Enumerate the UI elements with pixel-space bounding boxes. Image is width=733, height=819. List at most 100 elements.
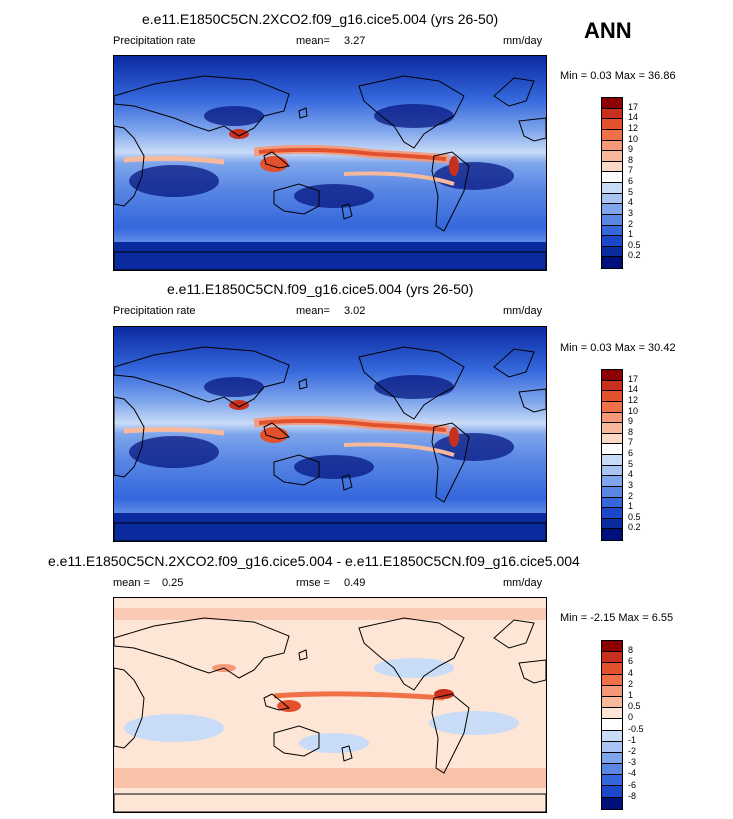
colorbar-tick-label: 4: [628, 197, 634, 208]
positive-anomaly: [277, 700, 301, 712]
colorbar-tick-label: 3: [628, 479, 634, 490]
positive-anomaly-band: [273, 691, 445, 701]
colorbar-tick-label: 2: [628, 678, 634, 689]
coastline: [358, 617, 465, 691]
colorbar-segment: [602, 652, 622, 664]
colorbar-segment: [602, 797, 622, 809]
panel2-variable-label: Precipitation rate: [113, 305, 196, 317]
colorbar-tick-label: 0.5: [628, 701, 641, 712]
panel2-title: e.e11.E1850C5CN.f09_g16.cice5.004 (yrs 2…: [167, 281, 474, 297]
colorbar-tick-label: 0: [628, 712, 634, 723]
colorbar-segment: [602, 370, 622, 381]
panel3-mean-label: mean =: [113, 577, 150, 589]
colorbar-tick-label: 6: [628, 448, 634, 458]
coastline: [358, 75, 465, 149]
panel1-map: [113, 55, 547, 271]
colorbar-tick-label: -0.5: [628, 723, 644, 734]
colorbar-tick-label: 17: [628, 373, 639, 384]
colorbar-segment: [602, 518, 622, 530]
colorbar-tick-label: 0.5: [628, 239, 641, 250]
colorbar-tick-label: 14: [628, 384, 639, 395]
colorbar-tick-label: 1: [628, 229, 634, 240]
andes-rain: [449, 427, 459, 447]
dry-zone: [374, 375, 454, 399]
dry-zone: [204, 377, 264, 397]
coastline: [298, 649, 308, 661]
panel2-minmax: Min = 0.03 Max = 30.42: [560, 342, 676, 354]
colorbar-tick-label: 0.2: [628, 250, 641, 261]
colorbar-segment: [602, 257, 622, 268]
coastline: [518, 388, 546, 413]
colorbar-tick-label: 6: [628, 176, 634, 186]
panel1-colorbar: [601, 97, 623, 269]
coastline: [341, 474, 353, 491]
colorbar-tick-label: 4: [628, 667, 634, 678]
panel3-map: [113, 597, 547, 813]
colorbar-segment: [602, 529, 622, 540]
colorbar-tick-label: 8: [628, 645, 634, 656]
panel3-mean-value: 0.25: [162, 577, 184, 589]
monsoon-rain: [229, 400, 249, 410]
colorbar-segment: [602, 444, 622, 455]
polar-field: [114, 242, 546, 270]
colorbar-segment: [602, 151, 622, 162]
spcz-band: [343, 442, 455, 457]
colorbar-segment: [602, 246, 622, 258]
coastline: [114, 75, 290, 137]
colorbar-segment: [602, 161, 622, 173]
panel2-mean-value: 3.02: [344, 305, 366, 317]
colorbar-tick-label: 2: [628, 218, 634, 229]
colorbar-tick-label: -6: [628, 779, 637, 790]
colorbar-segment: [602, 183, 622, 194]
colorbar-segment: [602, 119, 622, 130]
colorbar-segment: [602, 775, 622, 787]
colorbar-tick-label: 10: [628, 405, 639, 416]
andes-rain: [449, 156, 459, 176]
coastline: [114, 346, 290, 408]
coastline: [518, 117, 546, 142]
colorbar-segment: [602, 719, 622, 731]
colorbar-segment: [602, 433, 622, 445]
panel2-mean-label: mean=: [296, 305, 330, 317]
dry-zone: [129, 436, 219, 468]
colorbar-segment: [602, 663, 622, 675]
dry-zone: [294, 455, 374, 479]
colorbar-tick-label: 12: [628, 122, 639, 133]
coastline: [114, 251, 546, 270]
panel3-rmse-value: 0.49: [344, 577, 366, 589]
coastline: [114, 125, 145, 207]
colorbar-segment: [602, 708, 622, 720]
coastline: [341, 203, 353, 220]
panel3-title: e.e11.E1850C5CN.2XCO2.f09_g16.cice5.004 …: [48, 553, 580, 569]
colorbar-tick-label: 8: [628, 154, 634, 165]
colorbar-tick-label: -1: [628, 734, 637, 745]
colorbar-tick-label: 1: [628, 501, 634, 512]
coastline: [273, 725, 320, 757]
colorbar-tick-label: 5: [628, 458, 634, 469]
colorbar-tick-label: 6: [628, 656, 634, 667]
colorbar-segment: [602, 465, 622, 477]
southern-ocean-anomaly: [114, 768, 546, 788]
colorbar-segment: [602, 764, 622, 776]
colorbar-segment: [602, 412, 622, 424]
colorbar-tick-label: 3: [628, 207, 634, 218]
colorbar-segment: [602, 140, 622, 152]
colorbar-tick-label: -2: [628, 746, 637, 756]
colorbar-segment: [602, 98, 622, 109]
colorbar-tick-label: 7: [628, 437, 634, 448]
panel3-rmse-label: rmse =: [296, 577, 330, 589]
colorbar-tick-label: 4: [628, 469, 634, 480]
colorbar-segment: [602, 696, 622, 709]
coastline: [273, 454, 320, 486]
colorbar-tick-label: 8: [628, 426, 634, 437]
panel1-title: e.e11.E1850C5CN.2XCO2.f09_g16.cice5.004 …: [142, 11, 499, 27]
panel1-map-plot: [114, 56, 546, 270]
colorbar-tick-label: 9: [628, 416, 634, 427]
coastline: [298, 378, 308, 390]
coastline: [114, 667, 145, 749]
coastline: [493, 619, 535, 649]
colorbar-tick-label: 10: [628, 133, 639, 144]
itcz-indian: [123, 155, 225, 165]
panel2-colorbar: [601, 369, 623, 541]
panel3-map-plot: [114, 598, 546, 812]
